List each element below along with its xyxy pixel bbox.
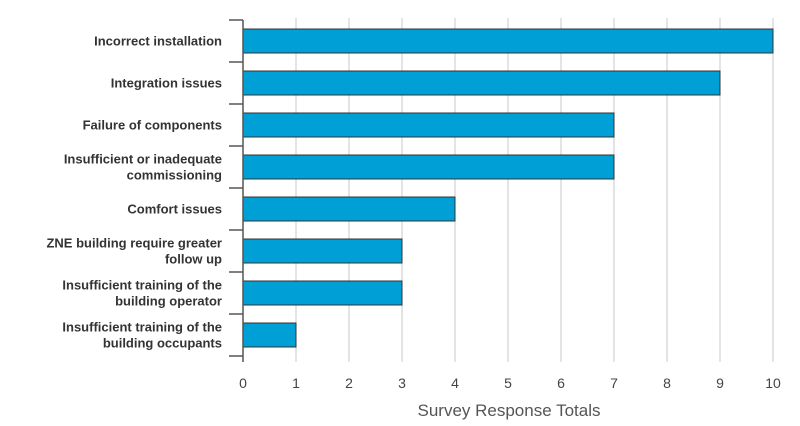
x-tick-label-2: 2 [345, 375, 353, 391]
x-tick-label-5: 5 [504, 375, 512, 391]
bar-1 [242, 70, 721, 96]
x-axis-title: Survey Response Totals [417, 401, 600, 420]
axis-layer [229, 19, 244, 362]
x-tick-label-0: 0 [239, 375, 247, 391]
category-label-line: Insufficient or inadequate [64, 152, 222, 167]
x-tick-label-4: 4 [451, 375, 459, 391]
category-label-line: Integration issues [111, 76, 222, 91]
bar-7 [242, 322, 297, 348]
bar-6 [242, 280, 403, 306]
category-label-line: Insufficient training of the [62, 320, 222, 335]
x-tick-label-6: 6 [557, 375, 565, 391]
label-layer: 0 1 2 3 4 5 6 7 8 9 10 Incorrect installation Integr… [46, 34, 781, 392]
category-label-line: ZNE building require greater [46, 236, 222, 251]
bar-0 [242, 28, 774, 54]
category-label-1: Integration issues [111, 76, 222, 91]
x-tick-label-3: 3 [398, 375, 406, 391]
category-label-line: commissioning [127, 168, 222, 183]
category-label-line: Failure of components [83, 118, 222, 133]
x-tick-label-10: 10 [765, 375, 781, 391]
category-label-line: Comfort issues [127, 202, 222, 217]
x-tick-label-8: 8 [663, 375, 671, 391]
category-label-2: Failure of components [83, 118, 222, 133]
grid-layer [295, 18, 774, 362]
category-label-line: Incorrect installation [94, 34, 222, 49]
category-label-6: Insufficient training of the building ope… [62, 278, 222, 309]
bar-layer [242, 28, 774, 348]
category-label-line: building operator [115, 294, 222, 309]
category-label-4: Comfort issues [127, 202, 222, 217]
category-label-line: Insufficient training of the [62, 278, 222, 293]
category-label-3: Insufficient or inadequate commissioning [64, 152, 222, 183]
x-tick-label-7: 7 [610, 375, 618, 391]
category-label-0: Incorrect installation [94, 34, 222, 49]
category-label-line: building occupants [103, 336, 222, 351]
bar-3 [242, 154, 615, 180]
bar-5 [242, 238, 403, 264]
category-label-7: Insufficient training of the building occ… [62, 320, 222, 351]
bar-4 [242, 196, 456, 222]
bar-2 [242, 112, 615, 138]
category-label-5: ZNE building require greater follow up [46, 236, 222, 267]
x-tick-label-9: 9 [716, 375, 724, 391]
x-tick-label-1: 1 [292, 375, 300, 391]
category-label-line: follow up [165, 252, 222, 267]
